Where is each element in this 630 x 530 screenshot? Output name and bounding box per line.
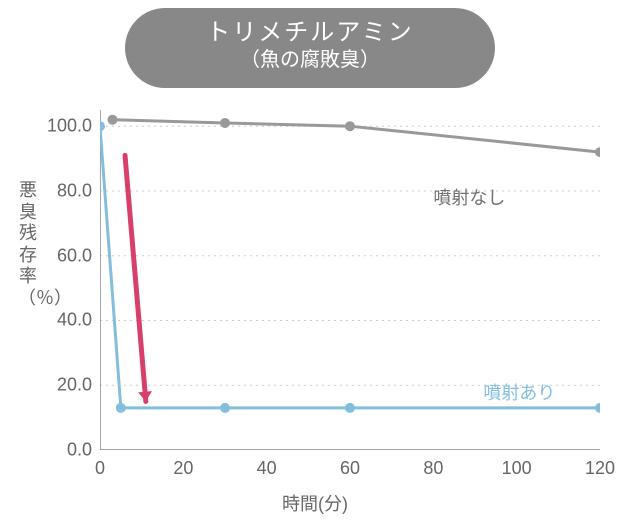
series-marker-no_spray	[108, 115, 118, 125]
chart-container: トリメチルアミン （魚の腐敗臭） 悪臭残存率（％） 時間(分) 0.020.04…	[0, 0, 630, 530]
series-label-with_spray: 噴射あり	[483, 379, 555, 405]
series-marker-with_spray	[220, 403, 230, 413]
y-tick-label: 60.0	[32, 245, 92, 266]
series-marker-no_spray	[345, 121, 355, 131]
series-marker-no_spray	[595, 147, 600, 157]
x-tick-label: 80	[423, 458, 443, 479]
drop-arrow-line	[125, 155, 146, 401]
series-marker-with_spray	[595, 403, 600, 413]
chart-title-pill: トリメチルアミン （魚の腐敗臭）	[125, 8, 495, 88]
y-tick-label: 20.0	[32, 375, 92, 396]
x-tick-label: 0	[95, 458, 105, 479]
x-tick-label: 100	[502, 458, 532, 479]
y-tick-label: 80.0	[32, 180, 92, 201]
chart-title-sub: （魚の腐敗臭）	[125, 48, 495, 73]
drop-arrow-head	[138, 391, 152, 401]
series-marker-no_spray	[220, 118, 230, 128]
y-tick-label: 100.0	[32, 116, 92, 137]
x-tick-label: 120	[585, 458, 615, 479]
x-tick-label: 60	[340, 458, 360, 479]
chart-title-main: トリメチルアミン	[125, 18, 495, 48]
x-tick-label: 20	[173, 458, 193, 479]
series-label-no_spray: 噴射なし	[433, 184, 505, 210]
series-line-no_spray	[113, 120, 601, 152]
x-tick-label: 40	[257, 458, 277, 479]
plot-area: 0.020.040.060.080.0100.0020406080100120噴…	[100, 110, 600, 450]
series-line-with_spray	[100, 126, 600, 408]
y-tick-label: 40.0	[32, 310, 92, 331]
series-marker-with_spray	[345, 403, 355, 413]
series-marker-with_spray	[100, 121, 105, 131]
x-axis-label: 時間(分)	[0, 490, 630, 516]
y-tick-label: 0.0	[32, 440, 92, 461]
series-marker-with_spray	[116, 403, 126, 413]
